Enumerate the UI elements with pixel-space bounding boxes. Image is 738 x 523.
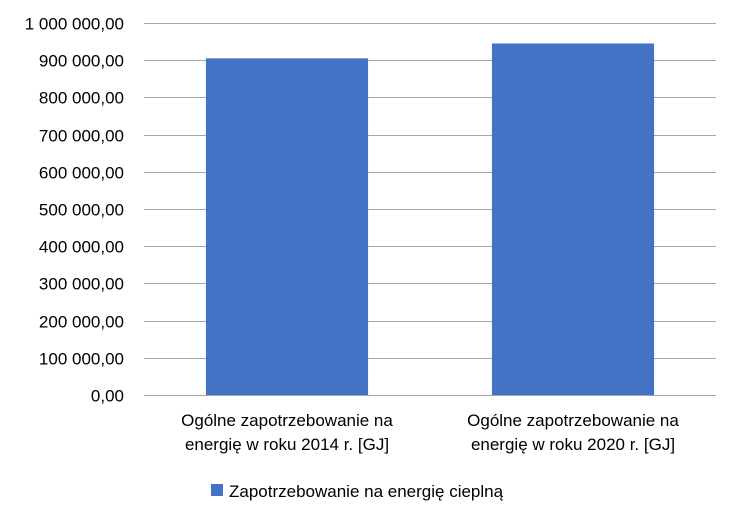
y-axis-tick-labels: 0,00 100 000,00 200 000,00 300 000,00 400 00… — [25, 15, 124, 406]
bar — [491, 43, 655, 396]
y-tick-label: 700 000,00 — [39, 127, 124, 146]
legend-swatch — [211, 484, 223, 496]
y-tick-label: 0,00 — [91, 387, 124, 406]
bars — [205, 43, 655, 396]
y-tick-label: 800 000,00 — [39, 89, 124, 108]
y-tick-label: 900 000,00 — [39, 52, 124, 71]
y-tick-label: 200 000,00 — [39, 313, 124, 332]
y-tick-label: 100 000,00 — [39, 350, 124, 369]
y-tick-label: 300 000,00 — [39, 275, 124, 294]
y-tick-label: 1 000 000,00 — [25, 15, 124, 34]
x-category-label: energię w roku 2014 r. [GJ] — [185, 435, 389, 454]
bar — [205, 58, 369, 396]
x-category-label: Ogólne zapotrzebowanie na — [181, 411, 393, 430]
x-category-label: Ogólne zapotrzebowanie na — [467, 411, 679, 430]
legend: Zapotrzebowanie na energię cieplną — [211, 482, 504, 501]
x-category-label: energię w roku 2020 r. [GJ] — [471, 435, 675, 454]
y-tick-label: 600 000,00 — [39, 164, 124, 183]
y-tick-label: 500 000,00 — [39, 201, 124, 220]
x-axis-category-labels: Ogólne zapotrzebowanie na energię w roku … — [181, 411, 679, 454]
y-tick-label: 400 000,00 — [39, 238, 124, 257]
legend-label: Zapotrzebowanie na energię cieplną — [229, 482, 504, 501]
